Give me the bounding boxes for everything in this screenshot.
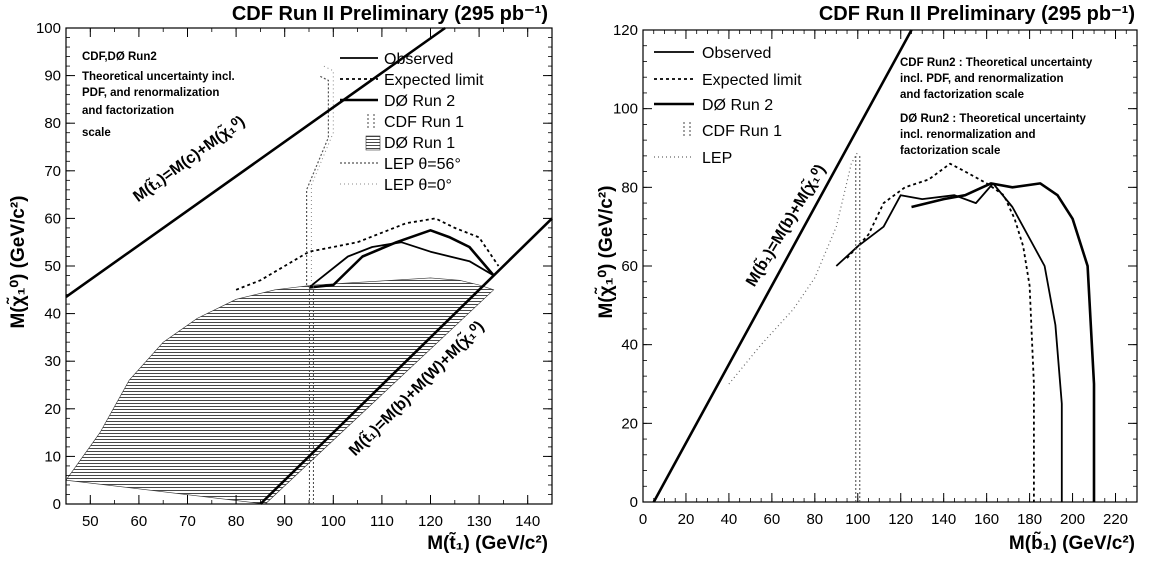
kinematic-boundary-line — [65, 26, 446, 299]
x-tick-label: 70 — [179, 513, 196, 530]
legend-right: Observed Expected limit DØ Run 2 CDF Run… — [654, 45, 802, 167]
y-tick-label: 90 — [44, 68, 61, 85]
legend-swatch-cdf-run1 — [683, 122, 691, 138]
y-tick-label: 20 — [621, 415, 638, 432]
note-line: CDF,DØ Run2 — [82, 51, 157, 63]
legend-label: LEP — [702, 150, 732, 167]
x-tick-label: 110 — [370, 513, 394, 530]
x-tick-label: 40 — [721, 511, 738, 528]
series-lep-0 — [310, 65, 334, 285]
y-tick-label: 10 — [44, 448, 61, 465]
y-tick-label: 50 — [44, 258, 61, 275]
legend-label: DØ Run 1 — [384, 135, 455, 152]
x-tick-label: 140 — [931, 511, 956, 528]
kinematic-boundary-line — [652, 29, 913, 503]
series-lep-56 — [306, 75, 329, 285]
note-line: factorization scale — [900, 145, 1000, 157]
chart-left: 50 60 70 80 90 100 110 120 130 140 0 10 20 30 40 50 60 70… — [6, 3, 553, 554]
note-line: DØ Run2 : Theoretical uncertainty — [900, 113, 1087, 125]
x-tick-label: 180 — [1017, 511, 1042, 528]
kinematic-label-charm: M(t̃₁)=M(c)+M(χ̃₁⁰) — [129, 111, 249, 206]
legend-label: Observed — [702, 45, 771, 62]
x-tick-label: 120 — [418, 513, 443, 530]
chart-right: 0 20 40 60 80 100 120 140 160 180 200 220 0 20 40 60 80 1… — [594, 3, 1138, 554]
x-tick-label: 220 — [1103, 511, 1128, 528]
y-tick-label: 0 — [53, 496, 61, 513]
legend-label: Observed — [384, 51, 453, 68]
x-tick-label: 80 — [806, 511, 823, 528]
y-tick-label: 60 — [44, 210, 61, 227]
series-observed — [308, 241, 495, 289]
series-d-run-2 — [911, 182, 1096, 502]
y-tick-label: 60 — [621, 258, 638, 275]
y-tick-label: 20 — [44, 401, 61, 418]
x-tick-label: 120 — [888, 511, 913, 528]
legend-swatch-d0-run1 — [365, 135, 381, 151]
y-tick-label: 100 — [613, 101, 638, 118]
legend-label: CDF Run 1 — [384, 114, 464, 131]
legend-label: LEP θ=56° — [384, 156, 461, 173]
legend-left: Observed Expected limit DØ Run 2 CDF Run… — [340, 51, 484, 194]
legend-label: DØ Run 2 — [702, 97, 773, 114]
chart-title-left: CDF Run II Preliminary (295 pb⁻¹) — [232, 3, 548, 25]
note-line: incl. renormalization and — [900, 129, 1035, 141]
y-tick-label: 40 — [621, 337, 638, 354]
y-tick-label: 30 — [44, 353, 61, 370]
legend-label: LEP θ=0° — [384, 177, 452, 194]
x-tick-label: 160 — [974, 511, 999, 528]
x-tick-label: 200 — [1060, 511, 1085, 528]
kinematic-label-b: M(b̃₁)=M(b)+M(χ̃₁⁰) — [740, 160, 829, 289]
legend-label: DØ Run 2 — [384, 93, 455, 110]
legend-swatch-cdf-run1 — [367, 114, 375, 128]
d0-run1-hatched-region — [65, 277, 495, 505]
series-expected-limit — [235, 217, 500, 291]
note-line: Theoretical uncertainty incl. — [82, 71, 235, 83]
x-tick-label: 130 — [467, 513, 492, 530]
note-line: and factorization scale — [900, 89, 1024, 101]
x-tick-label: 140 — [515, 513, 540, 530]
x-tick-label: 20 — [678, 511, 695, 528]
theory-note-right: CDF Run2 : Theoretical uncertainty incl.… — [900, 57, 1093, 157]
legend-label: CDF Run 1 — [702, 123, 782, 140]
legend-label: Expected limit — [384, 72, 484, 89]
legend-label: Expected limit — [702, 72, 802, 89]
y-tick-label: 70 — [44, 163, 61, 180]
note-line: and factorization — [82, 105, 174, 117]
x-axis-label-left: M(t̃₁) (GeV/c²) — [427, 532, 548, 554]
x-tick-label: 100 — [845, 511, 870, 528]
x-tick-label: 60 — [131, 513, 148, 530]
x-tick-label: 60 — [764, 511, 781, 528]
y-tick-label: 100 — [36, 20, 61, 37]
y-axis-label-left: M(χ̃₁⁰) (GeV/c²) — [6, 195, 29, 328]
kinematic-boundary-line — [259, 217, 553, 505]
y-tick-label: 80 — [44, 115, 61, 132]
note-line: scale — [82, 127, 111, 139]
x-axis-label-right: M(b̃₁) (GeV/c²) — [1009, 531, 1135, 554]
theory-note-left: CDF,DØ Run2 Theoretical uncertainty incl… — [82, 51, 235, 139]
x-tick-label: 80 — [228, 513, 245, 530]
series-d-run-2 — [308, 229, 495, 289]
series-observed — [835, 182, 1063, 502]
x-tick-label: 50 — [82, 513, 99, 530]
note-line: CDF Run2 : Theoretical uncertainty — [900, 57, 1093, 69]
chart-title-right: CDF Run II Preliminary (295 pb⁻¹) — [819, 3, 1135, 25]
y-tick-label: 120 — [613, 22, 638, 39]
series-lep — [728, 151, 859, 385]
x-tick-label: 100 — [321, 513, 346, 530]
note-line: PDF, and renormalization — [82, 87, 219, 99]
series-d-run-1-region — [65, 277, 495, 505]
y-tick-label: 80 — [621, 179, 638, 196]
x-tick-label: 0 — [639, 511, 647, 528]
y-axis-label-right: M(χ̃₁⁰) (GeV/c²) — [594, 185, 617, 318]
x-tick-label: 90 — [276, 513, 293, 530]
note-line: incl. PDF, and renormalization — [900, 73, 1064, 85]
y-tick-label: 0 — [630, 494, 638, 511]
y-tick-label: 40 — [44, 306, 61, 323]
series-expected-limit — [846, 162, 1035, 502]
